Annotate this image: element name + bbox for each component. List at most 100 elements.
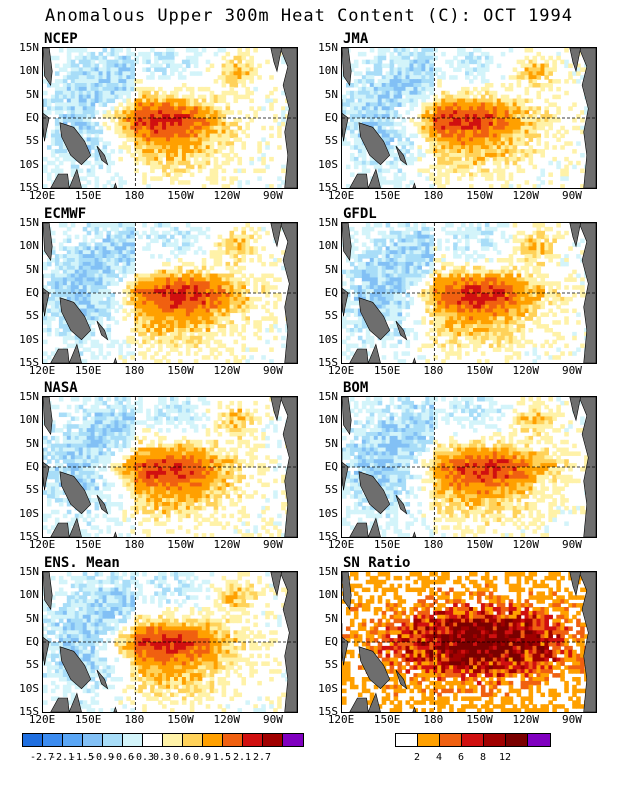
field-cell [162, 75, 167, 80]
field-cell [496, 293, 502, 298]
field-cell [349, 172, 355, 177]
field-cell [457, 98, 462, 104]
field-cell [130, 230, 135, 236]
field-cell [484, 168, 490, 174]
field-cell [102, 48, 108, 53]
field-cell [205, 331, 211, 337]
field-cell [233, 83, 239, 88]
field-cell [118, 343, 123, 349]
field-cell [413, 79, 419, 84]
field-cell [90, 289, 96, 294]
field-cell [361, 153, 367, 158]
field-cell [496, 153, 502, 158]
field-cell [377, 281, 383, 286]
field-cell [110, 246, 116, 251]
field-cell [50, 129, 56, 135]
field-cell [118, 351, 123, 356]
field-cell [556, 285, 561, 290]
field-cell [86, 67, 92, 72]
field-cell [225, 273, 231, 279]
field-cell [158, 347, 163, 352]
field-cell [54, 133, 60, 139]
field-cell [476, 223, 482, 228]
field-cell [225, 246, 231, 251]
field-cell [405, 258, 411, 263]
field-cell [98, 75, 104, 80]
field-cell [50, 277, 56, 282]
field-cell [409, 300, 415, 306]
field-cell [269, 328, 274, 333]
field-cell [197, 320, 203, 325]
field-cell [532, 300, 538, 306]
field-cell [209, 106, 215, 111]
land-mass [43, 112, 50, 142]
field-cell [106, 223, 112, 228]
field-cell [369, 75, 375, 80]
field-cell [469, 90, 474, 96]
field-cell [193, 48, 199, 53]
field-cell [342, 98, 347, 104]
field-cell [401, 223, 407, 228]
field-cell [66, 331, 72, 337]
field-cell [441, 184, 446, 188]
field-cell [413, 254, 419, 259]
field-cell [548, 86, 553, 92]
field-cell [162, 238, 167, 244]
field-cell [253, 289, 258, 294]
field-cell [217, 250, 223, 255]
field-cell [342, 137, 347, 142]
field-cell [241, 324, 247, 329]
field-cell [122, 83, 127, 88]
field-cell [461, 51, 466, 57]
field-cell [389, 289, 395, 294]
field-cell [560, 234, 565, 240]
field-cell [78, 246, 84, 251]
field-cell [102, 273, 108, 279]
field-cell [496, 145, 502, 150]
field-cell [50, 238, 56, 244]
field-cell [217, 304, 223, 310]
field-cell [568, 246, 573, 251]
field-cell [142, 133, 147, 139]
field-cell [417, 172, 422, 177]
land-mass [342, 112, 349, 142]
field-cell [90, 110, 96, 115]
field-cell [205, 277, 211, 282]
field-cell [177, 343, 183, 349]
field-cell [393, 234, 399, 240]
field-cell [162, 296, 167, 302]
field-cell [94, 355, 100, 360]
field-cell [429, 133, 434, 139]
field-cell [469, 59, 474, 65]
field-cell [233, 258, 239, 263]
field-cell [158, 94, 163, 100]
field-cell [572, 164, 577, 170]
field-cell [544, 296, 549, 302]
field-cell [437, 277, 442, 282]
field-cell [273, 114, 278, 119]
field-cell [197, 324, 203, 329]
field-cell [241, 145, 247, 150]
field-cell [114, 250, 120, 255]
field-cell [437, 168, 442, 174]
field-cell [86, 312, 92, 317]
field-cell [369, 277, 375, 282]
field-cell [425, 133, 430, 139]
field-cell [225, 281, 231, 286]
field-cell [122, 129, 127, 135]
field-cell [43, 156, 48, 162]
field-cell [540, 273, 546, 279]
field-cell [461, 153, 466, 158]
field-cell [465, 246, 470, 251]
field-cell [46, 258, 52, 263]
field-cell [548, 242, 553, 247]
field-cell [154, 51, 159, 57]
field-cell [229, 296, 235, 302]
field-cell [536, 149, 542, 154]
field-cell [516, 273, 522, 279]
field-cell [265, 230, 270, 236]
field-cell [50, 141, 56, 146]
field-cell [257, 141, 262, 146]
field-cell [257, 234, 262, 240]
field-cell [409, 106, 415, 111]
